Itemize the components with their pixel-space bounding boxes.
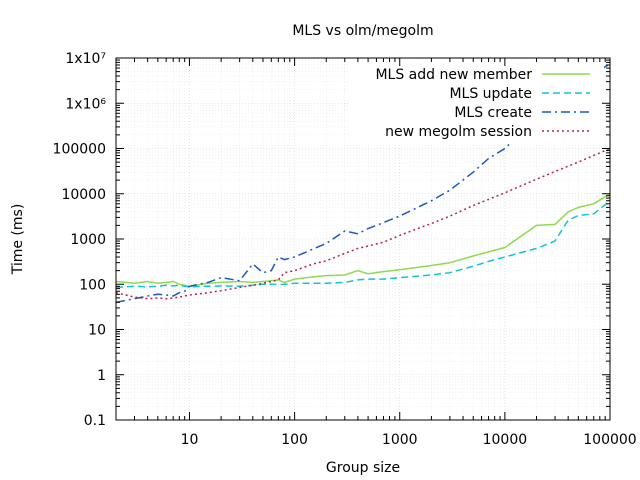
x-axis-label: Group size <box>326 460 400 476</box>
y-axis-label: Time (ms) <box>10 204 26 276</box>
y-tick-label: 0.1 <box>84 413 106 429</box>
series-line-1 <box>115 200 611 289</box>
y-tick-label: 10000 <box>61 187 106 203</box>
x-tick-label: 10 <box>181 432 199 448</box>
legend: MLS add new member MLS update MLS create ne… <box>375 67 590 140</box>
series-line-0 <box>115 193 611 288</box>
x-tick-label: 10000 <box>483 432 528 448</box>
y-tick-label: 100000 <box>53 142 106 158</box>
x-tick-label: 100000 <box>583 432 636 448</box>
chart-title: MLS vs olm/megolm <box>292 23 433 39</box>
x-tick-label: 1000 <box>382 432 418 448</box>
series-line-3 <box>115 147 611 300</box>
x-tick-label: 100 <box>281 432 308 448</box>
y-tick-label: 10 <box>88 323 106 339</box>
y-tick-label: 1 <box>97 368 106 384</box>
series-line-2 <box>115 63 611 304</box>
axis-ticks: 10 100 1000 10000 100000 0.1 1 10 100 1000 10000 10… <box>53 51 637 448</box>
y-tick-label: 1000 <box>70 232 106 248</box>
y-tick-label: 1x10⁶ <box>65 96 106 112</box>
legend-label: MLS update <box>449 86 532 102</box>
legend-label: MLS add new member <box>375 67 532 83</box>
y-tick-label: 1x10⁷ <box>65 51 106 67</box>
y-tick-label: 100 <box>79 277 106 293</box>
legend-label: MLS create <box>454 105 532 121</box>
series-layer <box>115 63 611 304</box>
legend-label: new megolm session <box>385 124 532 140</box>
